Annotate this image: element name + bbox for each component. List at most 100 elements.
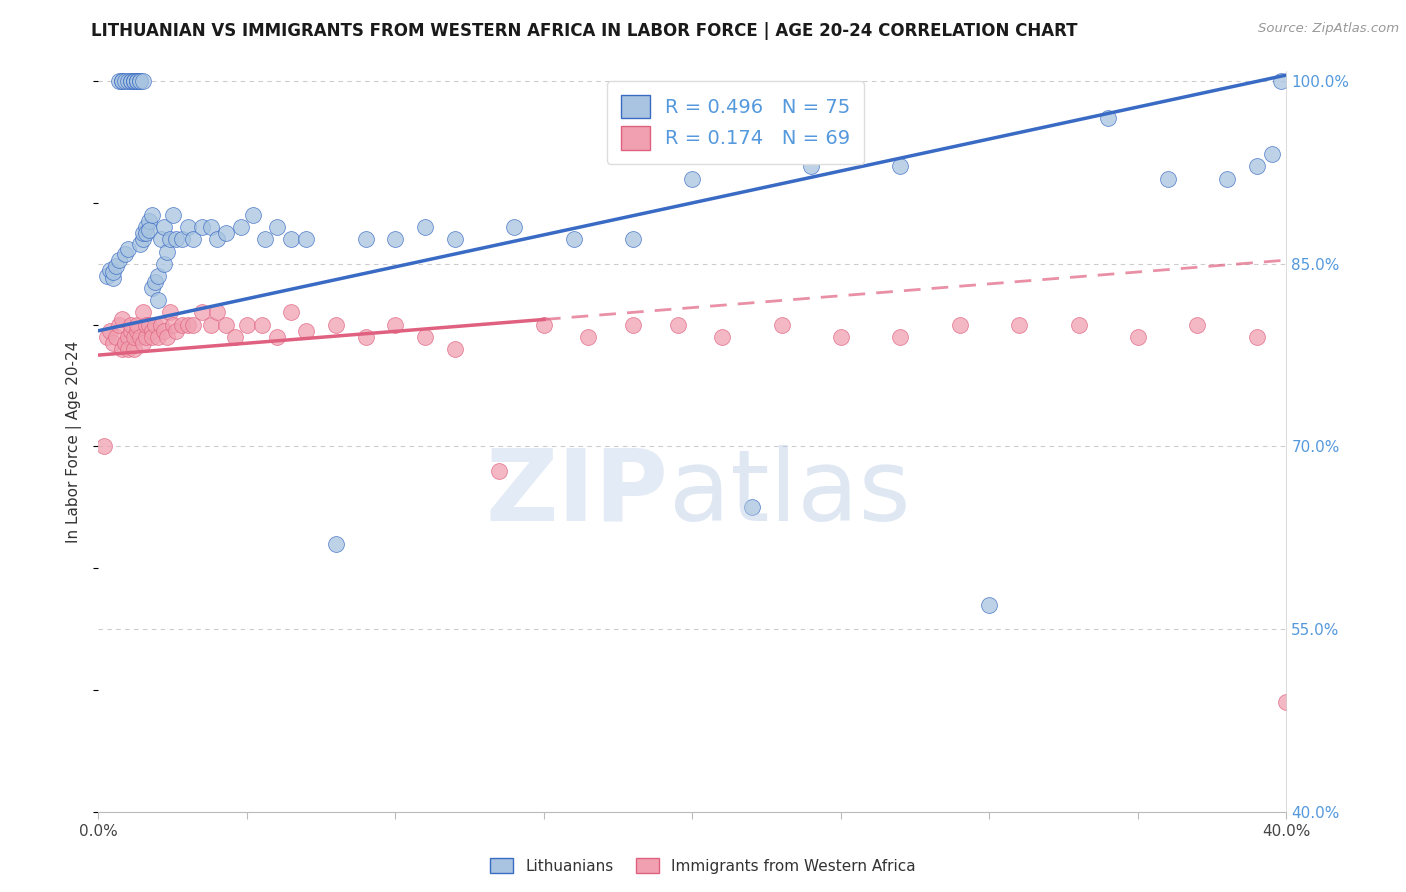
Text: atlas: atlas (669, 445, 910, 541)
Point (253, 232, 276, 246)
Point (132, 232, 155, 246)
Point (200, 318, 222, 332)
Point (229, 220, 252, 235)
Point (176, 318, 198, 332)
Point (236, 318, 259, 332)
Point (533, 318, 555, 332)
Point (135, 330, 157, 344)
Point (103, 271, 125, 285)
Point (114, 74, 136, 88)
Point (141, 324, 163, 338)
Point (224, 330, 246, 344)
Point (125, 318, 148, 332)
Point (176, 220, 198, 235)
Point (156, 330, 179, 344)
Point (170, 318, 193, 332)
Point (1097, 111, 1119, 125)
Point (666, 318, 689, 332)
Legend: R = 0.496   N = 75, R = 0.174   N = 69: R = 0.496 N = 75, R = 0.174 N = 69 (607, 81, 865, 163)
Point (135, 318, 157, 332)
Point (384, 318, 406, 332)
Point (122, 74, 145, 88)
Point (132, 227, 155, 241)
Point (146, 293, 169, 308)
Point (125, 74, 148, 88)
Point (191, 305, 214, 319)
Point (138, 222, 160, 236)
Point (889, 159, 911, 173)
Point (682, 171, 704, 186)
Point (146, 330, 169, 344)
Point (122, 330, 145, 344)
Point (129, 74, 152, 88)
Point (98, 324, 121, 338)
Point (93, 439, 115, 453)
Point (215, 227, 238, 241)
Point (741, 500, 763, 515)
Point (111, 342, 134, 356)
Point (1334, 318, 1357, 332)
Point (443, 342, 465, 356)
Point (770, 318, 793, 332)
Point (129, 74, 152, 88)
Point (207, 232, 229, 246)
Point (103, 335, 125, 350)
Text: LITHUANIAN VS IMMIGRANTS FROM WESTERN AFRICA IN LABOR FORCE | AGE 20-24 CORRELAT: LITHUANIAN VS IMMIGRANTS FROM WESTERN AF… (91, 22, 1078, 40)
Point (98, 263, 121, 277)
Point (143, 318, 166, 332)
Point (170, 232, 193, 246)
Point (1067, 318, 1090, 332)
Point (250, 318, 273, 332)
Point (152, 220, 174, 235)
Point (135, 227, 157, 241)
Point (125, 74, 148, 88)
Point (152, 324, 174, 338)
Point (1270, 74, 1292, 88)
Point (979, 598, 1001, 612)
Point (117, 242, 139, 256)
Point (141, 330, 163, 344)
Point (165, 232, 187, 246)
Point (111, 74, 134, 88)
Point (621, 232, 644, 246)
Point (354, 330, 377, 344)
Point (200, 220, 222, 235)
Point (578, 330, 600, 344)
Point (117, 74, 139, 88)
Point (162, 208, 184, 222)
Point (503, 220, 526, 235)
Point (159, 232, 181, 246)
Point (156, 244, 179, 259)
Point (488, 464, 510, 478)
Point (207, 305, 229, 319)
Point (138, 318, 160, 332)
Legend: Lithuanians, Immigrants from Western Africa: Lithuanians, Immigrants from Western Afr… (484, 852, 922, 880)
Point (325, 537, 347, 551)
Point (108, 74, 131, 88)
Point (120, 318, 142, 332)
Point (132, 305, 155, 319)
Point (138, 214, 160, 228)
Point (711, 330, 734, 344)
Point (117, 342, 139, 356)
Point (215, 318, 238, 332)
Point (159, 305, 181, 319)
Point (1275, 695, 1298, 709)
Point (122, 74, 145, 88)
Point (129, 330, 152, 344)
Point (280, 232, 302, 246)
Point (800, 159, 823, 173)
Point (135, 220, 157, 235)
Point (1216, 171, 1239, 186)
Point (1305, 318, 1327, 332)
Point (384, 232, 406, 246)
Point (120, 324, 142, 338)
Point (149, 232, 172, 246)
Point (146, 268, 169, 283)
Point (132, 335, 155, 350)
Point (1187, 318, 1209, 332)
Point (266, 220, 288, 235)
Point (1246, 330, 1268, 344)
Point (562, 232, 585, 246)
Point (117, 330, 139, 344)
